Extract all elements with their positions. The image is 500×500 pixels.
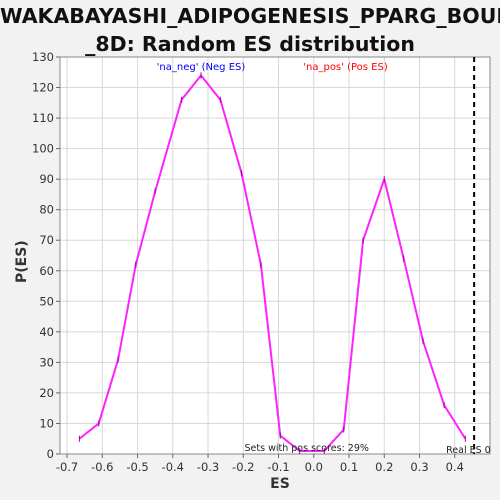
x-tick-label: 0.3 <box>410 460 428 474</box>
plot-border <box>59 56 491 455</box>
y-axis-label: P(ES) <box>14 240 30 283</box>
y-tick-label: 90 <box>39 172 54 186</box>
legend-neg: 'na_neg' (Neg ES) <box>157 62 246 73</box>
x-tick-label: -0.5 <box>126 460 148 474</box>
pos-scores-annotation: Sets with pos scores: 29% <box>245 443 369 454</box>
series-line <box>78 74 467 452</box>
chart-title: WAKABAYASHI_ADIPOGENESIS_PPARG_BOUND _8D… <box>0 2 500 58</box>
x-tick-label: -0.3 <box>197 460 219 474</box>
y-tick-label: 10 <box>39 416 54 430</box>
x-tick-label: 0.0 <box>305 460 323 474</box>
x-tick-label: -0.1 <box>267 460 289 474</box>
y-tick-label: 30 <box>39 355 54 369</box>
chart-title-line-2: _8D: Random ES distribution <box>85 32 415 56</box>
y-tick-label: 110 <box>32 111 54 125</box>
y-tick-label: 70 <box>39 233 54 247</box>
x-tick-label: 0.4 <box>446 460 464 474</box>
y-tick-label: 130 <box>32 50 54 64</box>
y-tick-label: 80 <box>39 203 54 217</box>
x-tick-label: -0.7 <box>56 460 78 474</box>
x-tick-label: -0.4 <box>162 460 184 474</box>
legend-pos: 'na_pos' (Pos ES) <box>303 62 388 73</box>
y-tick-label: 40 <box>39 325 54 339</box>
x-tick-label: -0.2 <box>232 460 254 474</box>
y-tick-label: 50 <box>39 294 54 308</box>
x-tick-label: 0.1 <box>340 460 358 474</box>
y-tick-label: 60 <box>39 264 54 278</box>
y-tick-label: 20 <box>39 386 54 400</box>
x-axis-label: ES <box>270 476 290 492</box>
y-tick-label: 100 <box>32 142 54 156</box>
x-tick-label: -0.6 <box>91 460 113 474</box>
real-es-label: Real ES 0 <box>446 445 491 456</box>
chart-title-line-1: WAKABAYASHI_ADIPOGENESIS_PPARG_BOUND <box>0 4 500 28</box>
y-tick-label: 0 <box>47 447 54 461</box>
x-tick-label: 0.2 <box>375 460 393 474</box>
y-tick-label: 120 <box>32 81 54 95</box>
